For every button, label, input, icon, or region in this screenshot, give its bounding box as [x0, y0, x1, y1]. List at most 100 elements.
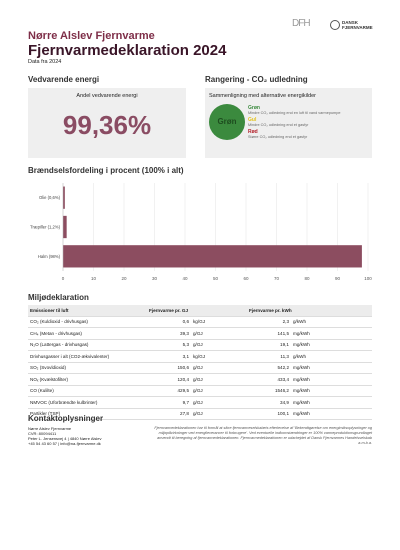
x-tick-label: 0	[62, 276, 65, 281]
x-tick-label: 30	[152, 276, 158, 281]
table-cell: 39,3	[147, 327, 191, 340]
table-row: SO₂ (Svovldioxid) 150,6 g/GJ 542,2 mg/kWh	[28, 362, 372, 374]
y-tick-label: Halm (98%)	[38, 254, 61, 259]
table-cell: 5,3	[147, 339, 191, 351]
contact-line: Peter L. Jensensvej 4 | 4840 Nørre Alsle…	[28, 436, 102, 441]
table-cell: CO (Kulilte)	[28, 385, 147, 397]
table-cell: 1546,2	[247, 385, 291, 397]
rating-box: Sammenligning med alternative energikild…	[205, 88, 372, 158]
table-cell: mg/kWh	[291, 373, 372, 386]
x-tick-label: 10	[91, 276, 97, 281]
table-cell: 429,5	[147, 385, 191, 397]
legend-name: Rød	[248, 129, 258, 135]
bar	[63, 245, 362, 268]
table-cell: 120,4	[147, 373, 191, 386]
logo-icon	[330, 20, 340, 30]
table-cell: 0,6	[147, 316, 191, 328]
table-cell: 2,3	[247, 316, 291, 328]
table-row: Partikler (TSP) 27,8 g/GJ 100,1 mg/kWh	[28, 408, 372, 420]
chart: 0 10 20 30 40 50 60 70 80 90 100 Olie (0,6%) Træpill…	[30, 183, 372, 281]
table-cell: 100,1	[247, 408, 291, 420]
x-tick-label: 100	[364, 276, 372, 281]
table-row: NMVOC (Uforbrændte kulbrinter) 9,7 g/GJ 34,…	[28, 396, 372, 409]
table-row: N₂O (Lattergas - drivhusgas) 5,3 g/GJ 19,1 m…	[28, 339, 372, 351]
contact-line: CVR: 80094411	[28, 431, 57, 436]
table-cell: g/GJ	[191, 327, 247, 340]
table-row: CH₄ (Metan - drivhusgas) 39,3 g/GJ 141,5 mg/…	[28, 327, 372, 340]
header-cell: Fjernvarme pr. kWh	[247, 305, 372, 317]
x-tick-label: 90	[335, 276, 341, 281]
renewable-label: Andel vedvarende energi	[76, 93, 138, 99]
table-cell: CO₂ (Kuldioxid - drivhusgas)	[28, 316, 147, 328]
table-cell: 150,6	[147, 362, 191, 374]
legend-text: Større CO₂ udledning end et gasfyr	[248, 135, 308, 139]
table-cell: 11,3	[247, 350, 291, 363]
table-cell: mg/kWh	[291, 396, 372, 409]
table-cell: 542,2	[247, 362, 291, 374]
subtitle: Fjernvarmedeklaration 2024	[28, 42, 227, 59]
section-heading: Rangering - CO₂ udledning	[205, 75, 308, 84]
table-cell: NOₓ (Kvælstofilter)	[28, 373, 147, 386]
table-cell: g/GJ	[191, 373, 247, 386]
rating-badge: Grøn	[209, 104, 245, 140]
x-tick-label: 70	[274, 276, 280, 281]
section-heading: Miljødeklaration	[28, 293, 89, 302]
table-cell: mg/kWh	[291, 327, 372, 340]
title: Nørre Alslev Fjernvarme	[28, 30, 155, 42]
table-cell: CH₄ (Metan - drivhusgas)	[28, 327, 147, 340]
table-cell: g/GJ	[191, 408, 247, 420]
contact-line: +45 54 43 60 57 | info@na-fjernvarme.dk	[28, 441, 101, 446]
table-row: Drivhusgasser i alt (CO2-ækvivalenter) 3,…	[28, 350, 372, 363]
table-cell: g/GJ	[191, 396, 247, 409]
table-cell: g/GJ	[191, 385, 247, 397]
y-tick-label: Olie (0,6%)	[39, 195, 61, 200]
table-cell: mg/kWh	[291, 385, 372, 397]
section-heading: Vedvarende energi	[28, 75, 100, 84]
legend-text: Mindre CO₂ udledning end en luft til van…	[248, 111, 341, 115]
table-cell: g/kWh	[291, 316, 372, 328]
logo-dfh: DFH	[292, 18, 311, 29]
table-cell: Partikler (TSP)	[28, 408, 147, 420]
table-cell: Drivhusgasser i alt (CO2-ækvivalenter)	[28, 350, 147, 363]
disclaimer: Fjernvarmedeklarationen har til formål a…	[154, 426, 372, 445]
table-row: CO (Kulilte) 429,5 g/GJ 1546,2 mg/kWh	[28, 385, 372, 397]
section-heading: Kontaktoplysninger	[28, 414, 104, 423]
x-tick-label: 20	[121, 276, 127, 281]
table-cell: mg/kWh	[291, 408, 372, 420]
x-tick-label: 60	[243, 276, 249, 281]
table-cell: 3,1	[147, 350, 191, 363]
table-cell: g/GJ	[191, 362, 247, 374]
table-cell: NMVOC (Uforbrændte kulbrinter)	[28, 396, 147, 409]
renewable-value: 99,36%	[62, 110, 152, 140]
x-tick-label: 40	[182, 276, 188, 281]
renewable-box: Andel vedvarende energi 99,36%	[28, 88, 186, 158]
bar	[63, 215, 67, 239]
header-cell: Fjernvarme pr. GJ	[147, 305, 247, 317]
legend-name: Gul	[248, 117, 257, 123]
legend-text: Mindre CO₂ udledning end et gasfyr	[248, 123, 309, 127]
rating-subheading: Sammenligning med alternative energikild…	[209, 93, 317, 99]
legend-name: Grøn	[248, 105, 260, 111]
table-cell: kg/GJ	[191, 316, 247, 328]
bar	[63, 186, 65, 209]
x-tick-label: 80	[304, 276, 310, 281]
table-cell: mg/kWh	[291, 339, 372, 351]
table-cell: N₂O (Lattergas - drivhusgas)	[28, 339, 147, 351]
table-cell: mg/kWh	[291, 362, 372, 374]
contact-block: Nørre Alslev Fjernvarme CVR: 80094411 Pete…	[28, 426, 102, 446]
x-tick-label: 50	[213, 276, 219, 281]
logo-df: DANSK FJERNVARME	[342, 20, 373, 30]
header-row: Emissioner til luft Fjernvarme pr. GJ Fjer…	[28, 305, 372, 317]
table-row: NOₓ (Kvælstofilter) 120,4 g/GJ 433,4 mg/kWh	[28, 373, 372, 386]
chart-title: Brændselsfordeling i procent (100% i alt…	[28, 166, 184, 175]
header-cell: Emissioner til luft	[28, 305, 147, 317]
table-cell: g/GJ	[191, 339, 247, 351]
table-cell: 433,4	[247, 373, 291, 386]
table-cell: 141,5	[247, 327, 291, 340]
table-cell: kg/GJ	[191, 350, 247, 363]
emission-table: Emissioner til luft Fjernvarme pr. GJ Fjer…	[28, 305, 372, 420]
table-row: CO₂ (Kuldioxid - drivhusgas) 0,6 kg/GJ 2,3 g…	[28, 316, 372, 328]
table-cell: 9,7	[147, 396, 191, 409]
table-cell: g/kWh	[291, 350, 372, 363]
